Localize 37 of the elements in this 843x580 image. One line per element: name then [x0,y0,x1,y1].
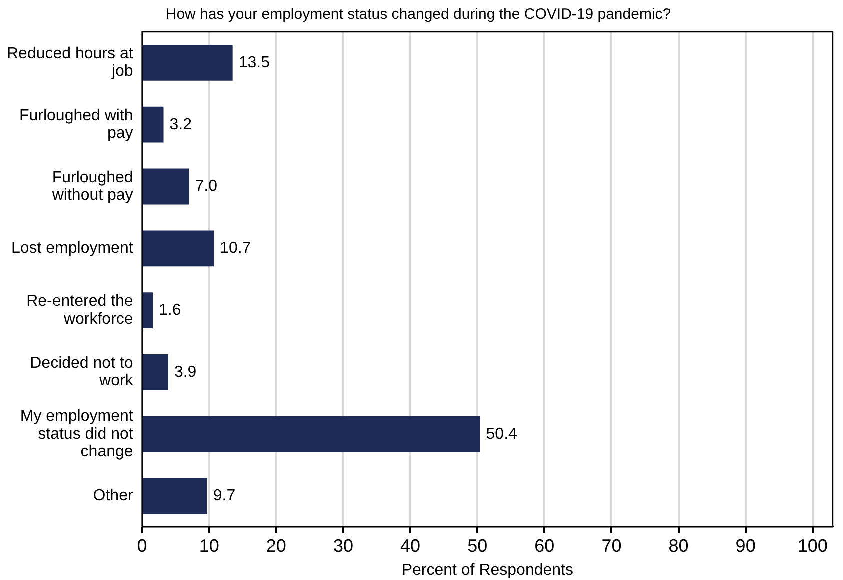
x-tick-label: 40 [400,536,421,556]
y-tick-label: Re-entered the workforce [26,293,134,328]
x-tick-label: 20 [266,536,286,556]
x-tick-label: 100 [798,536,828,556]
bar [143,478,208,514]
x-tick-label: 0 [137,536,148,556]
x-axis-title: Percent of Respondents [402,562,574,579]
x-tick-label: 60 [534,536,555,556]
data-label: 50.4 [486,426,518,443]
bar [143,292,154,328]
data-label: 9.7 [213,488,236,505]
bar [143,106,164,143]
y-tick-label: My employment status did not change [20,408,134,460]
bar [143,416,480,452]
bar [143,230,214,267]
x-tick-label: 50 [468,536,488,556]
y-tick-label: Other [93,488,134,505]
x-tick-label: 30 [333,536,354,556]
y-tick-label: Furloughed without pay [51,169,134,204]
x-tick-label: 80 [668,536,689,556]
bar [143,45,233,81]
data-label: 3.9 [174,364,197,381]
y-tick-label: Decided not to work [30,355,134,390]
x-tick-label: 10 [199,536,220,556]
x-tick-label: 70 [602,536,622,556]
bar [143,168,190,205]
chart-title: How has your employment status changed during the COVID-19 pandemic? [166,6,672,24]
data-label: 7.0 [195,178,218,196]
data-label: 13.5 [238,54,270,72]
data-label: 3.2 [170,116,192,134]
data-label: 1.6 [159,302,182,319]
x-tick-label: 90 [736,536,756,556]
y-tick-label: Furloughed with pay [19,107,134,142]
y-tick-label: Reduced hours at job [6,46,134,80]
data-label: 10.7 [220,240,252,258]
bar [143,354,168,390]
y-tick-label: Lost employment [11,240,134,258]
